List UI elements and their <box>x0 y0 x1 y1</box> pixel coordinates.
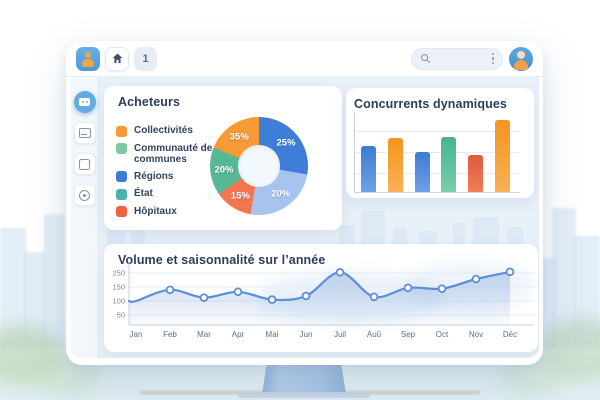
x-tick-label: Juil <box>334 330 346 339</box>
x-tick-label: Jan <box>130 330 143 339</box>
legend-swatch <box>116 125 127 137</box>
bar-chart-gridline <box>355 152 519 153</box>
bar-chart <box>346 88 534 198</box>
data-point[interactable] <box>335 267 345 277</box>
search-icon <box>421 54 430 63</box>
y-tick-label: 50 <box>117 311 125 320</box>
bar[interactable] <box>361 145 376 192</box>
donut-chart[interactable]: 25% 20% 15% 20% 35% <box>210 117 308 215</box>
user-avatar[interactable] <box>509 46 533 71</box>
sidebar-item-history[interactable] <box>73 184 96 206</box>
card-acheteurs: Acheteurs Collectivités Communauté de com… <box>104 86 342 230</box>
browser-tab[interactable]: 1 <box>134 46 157 71</box>
kebab-menu-button[interactable] <box>491 52 494 65</box>
data-point[interactable] <box>267 295 277 304</box>
legend-label: Régions <box>134 170 174 182</box>
search-bar[interactable] <box>411 47 503 70</box>
history-icon <box>79 189 90 201</box>
home-icon <box>112 53 122 64</box>
x-tick-label: Feb <box>163 330 177 339</box>
square-icon <box>79 158 90 170</box>
bar[interactable] <box>468 155 484 192</box>
bar[interactable] <box>387 138 403 192</box>
x-tick-label: Jun <box>300 330 313 339</box>
legend-label: Hôpitaux <box>134 205 177 217</box>
line-chart-area <box>129 271 510 325</box>
bar[interactable] <box>414 151 430 192</box>
legend-swatch <box>116 206 127 218</box>
card-concurrents: Concurrents dynamiques <box>346 88 534 198</box>
app-logo-button[interactable] <box>76 46 100 71</box>
line-chart: 50 100 150 250 Jan Feb Mar Apr Mai Jun Juil Auû Sep O… <box>112 262 534 339</box>
sidebar <box>71 77 99 358</box>
donut-segment-label: 25% <box>276 137 296 149</box>
data-point[interactable] <box>437 284 447 293</box>
donut-segment-label: 15% <box>230 190 250 202</box>
data-point[interactable] <box>301 291 311 301</box>
screen-content: Acheteurs Collectivités Communauté de com… <box>71 77 539 358</box>
data-point[interactable] <box>369 292 379 302</box>
data-point[interactable] <box>505 267 515 277</box>
data-point[interactable] <box>233 287 243 297</box>
person-icon <box>81 51 95 67</box>
dashboard-icon <box>79 98 90 106</box>
y-tick-label: 250 <box>112 269 125 278</box>
donut-segment-label: 35% <box>229 131 249 143</box>
data-point[interactable] <box>199 293 209 302</box>
search-input[interactable] <box>431 52 492 65</box>
sidebar-item-square[interactable] <box>73 153 96 175</box>
monitor-stand <box>262 362 346 394</box>
legend-swatch <box>116 188 127 200</box>
legend-label: État <box>134 188 153 200</box>
monitor-stand-base <box>238 392 370 398</box>
bar-chart-y-axis <box>354 112 355 192</box>
data-point[interactable] <box>471 274 481 284</box>
data-point[interactable] <box>403 283 413 293</box>
card-volume-title: Volume et saisonnalité sur l’année <box>118 253 326 267</box>
x-tick-label: Sep <box>401 330 416 339</box>
data-point[interactable] <box>165 285 175 295</box>
legend-item: Régions <box>116 171 216 183</box>
y-tick-label: 100 <box>112 297 125 306</box>
background-building <box>24 252 46 348</box>
monitor-frame: 1 <box>66 41 543 365</box>
donut-legend: Collectivités Communauté de communes Régio… <box>116 125 216 218</box>
sidebar-item-mail[interactable] <box>73 122 96 144</box>
legend-item: Collectivités <box>116 125 216 137</box>
background-building <box>44 214 64 348</box>
home-button[interactable] <box>105 46 129 71</box>
x-tick-label: Déc <box>503 330 517 339</box>
x-tick-label: Apr <box>232 330 245 339</box>
x-tick-label: Mar <box>197 330 211 339</box>
mail-icon <box>78 128 91 138</box>
top-bar: 1 <box>66 41 543 77</box>
legend-item: Communauté de communes <box>116 143 216 165</box>
card-concurrents-title: Concurrents dynamiques <box>354 97 507 111</box>
card-volume: Volume et saisonnalité sur l’année 50 100… <box>104 244 538 352</box>
legend-swatch <box>116 171 127 183</box>
legend-item: Hôpitaux <box>116 206 216 218</box>
legend-label: Communauté de communes <box>134 142 213 165</box>
x-tick-label: Auû <box>367 330 381 339</box>
legend-swatch <box>116 143 127 154</box>
bar-chart-gridline <box>355 173 519 174</box>
bar-chart-gridline <box>355 131 519 132</box>
y-tick-label: 150 <box>112 283 125 292</box>
sidebar-item-dashboard[interactable] <box>73 91 96 113</box>
x-tick-label: Nov <box>469 330 483 339</box>
legend-item: État <box>116 188 216 200</box>
bar[interactable] <box>441 137 457 192</box>
card-acheteurs-title: Acheteurs <box>118 95 181 109</box>
tab-label: 1 <box>142 52 149 65</box>
donut-segment-label: 20% <box>271 188 291 200</box>
legend-label: Collectivités <box>134 125 193 136</box>
x-tick-label: Oct <box>436 330 449 339</box>
x-tick-label: Mai <box>266 330 279 339</box>
bar-chart-x-axis <box>354 192 520 193</box>
bar[interactable] <box>495 120 510 192</box>
donut-segment-label: 20% <box>214 164 234 176</box>
